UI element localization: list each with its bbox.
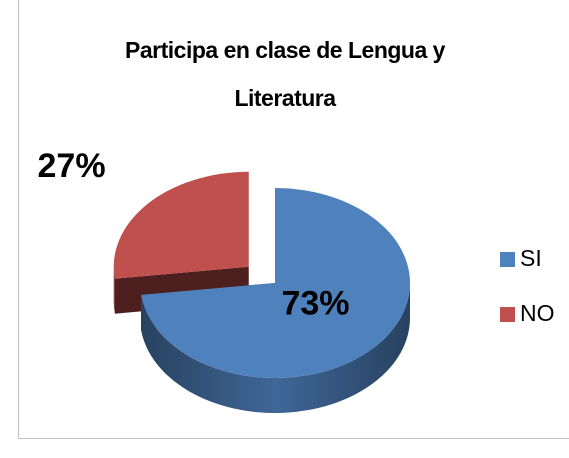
chart-title: Participa en clase de Lengua y Literatur… xyxy=(125,37,445,111)
legend-swatch xyxy=(500,307,515,322)
data-label: 73% xyxy=(281,285,349,323)
chart-frame xyxy=(18,0,569,439)
legend-label: NO xyxy=(520,300,555,326)
data-label: 27% xyxy=(38,147,106,185)
slice xyxy=(141,188,410,379)
legend-swatch xyxy=(500,252,515,267)
slice-wall xyxy=(113,266,115,314)
slice-wall xyxy=(141,283,410,413)
legend-label: SI xyxy=(520,245,542,271)
slice xyxy=(113,171,249,279)
